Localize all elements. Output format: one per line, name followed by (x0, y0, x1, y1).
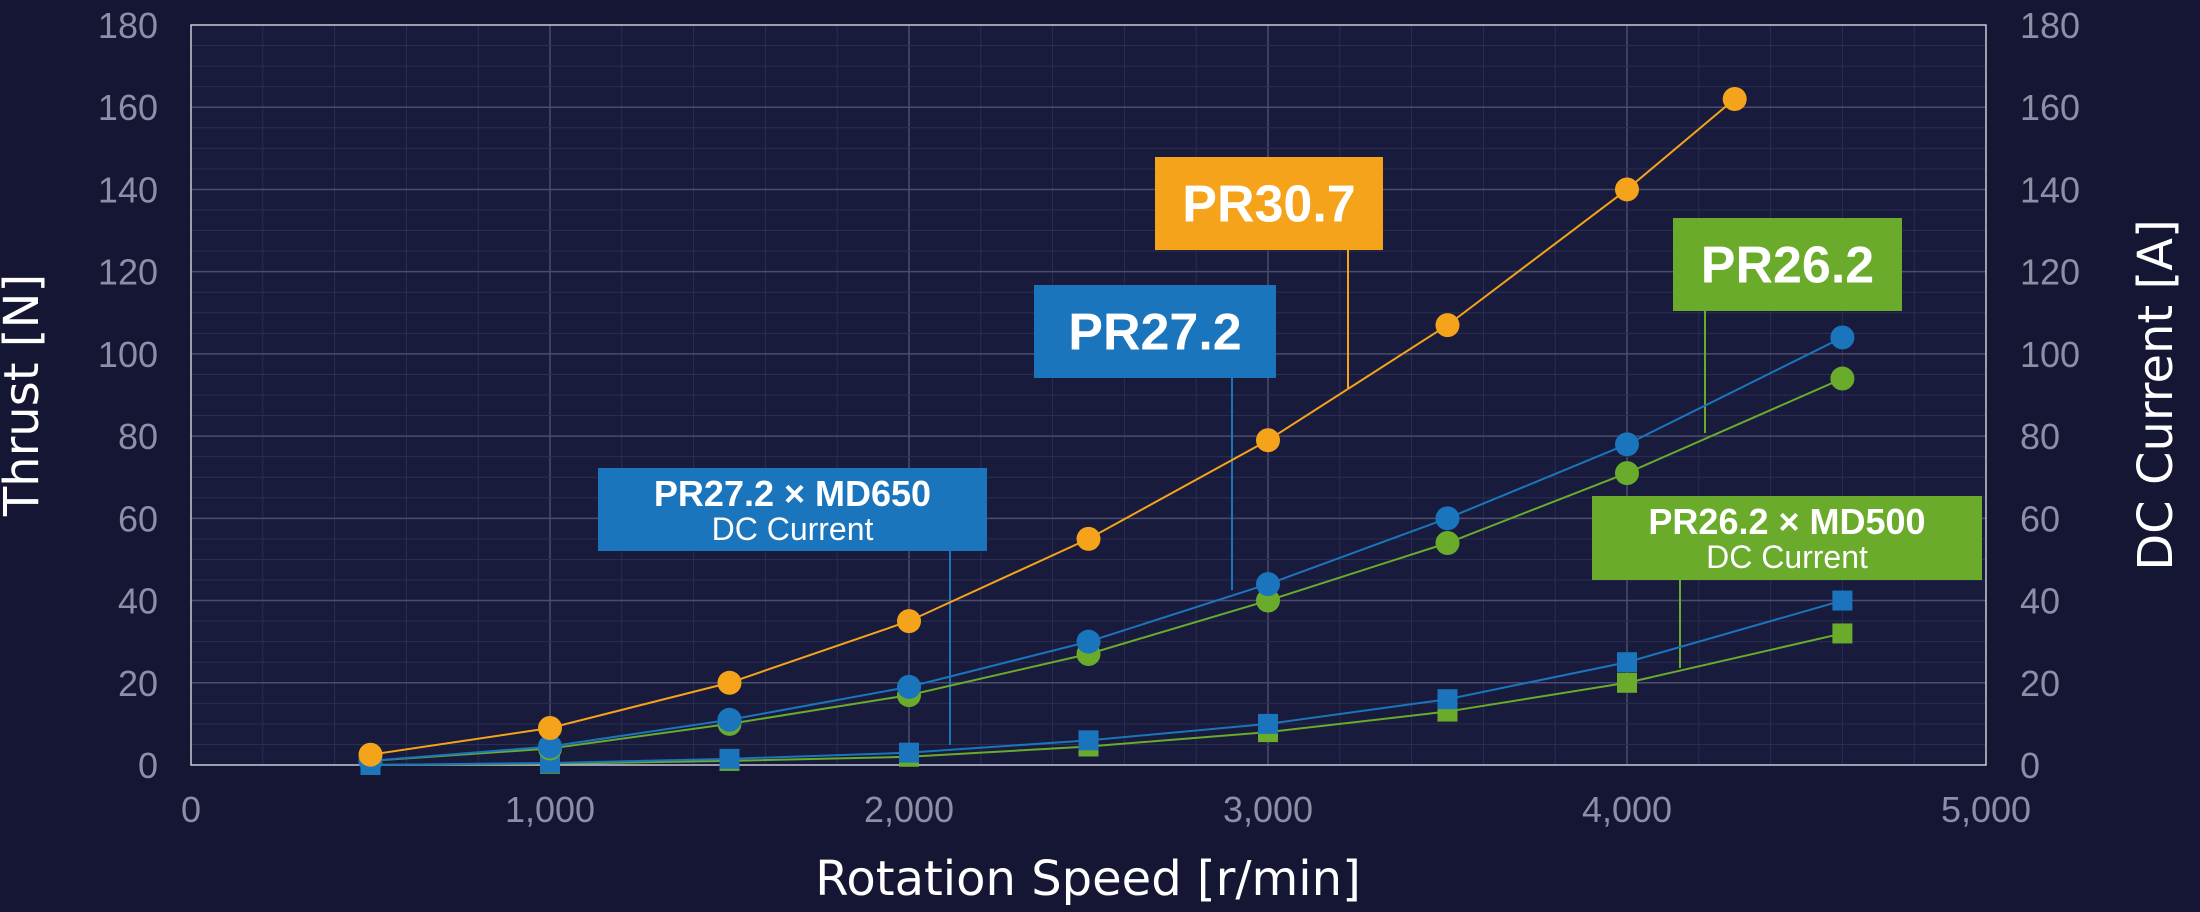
y-tick-label-right: 0 (2020, 745, 2040, 786)
data-point (1722, 87, 1747, 111)
callout-1: PR27.2 (1034, 285, 1276, 378)
data-point (897, 609, 921, 634)
y-tick-label-left: 180 (98, 5, 158, 46)
data-point (717, 670, 742, 695)
callout-label: PR26.2 (1701, 237, 1874, 295)
data-point (1617, 652, 1637, 673)
y2-axis-title: DC Current [A] (2128, 219, 2184, 571)
x-tick-label: 4,000 (1582, 789, 1672, 830)
data-point (1435, 313, 1460, 338)
data-point (717, 707, 742, 732)
series-0 (358, 87, 1747, 767)
data-point (1830, 366, 1855, 391)
data-point (1615, 461, 1639, 486)
callout-label: PR27.2 (1068, 304, 1241, 362)
callout-0: PR30.7 (1155, 157, 1383, 250)
y-tick-label-left: 80 (118, 416, 158, 457)
data-point (1076, 526, 1101, 551)
x-tick-label: 1,000 (505, 789, 595, 830)
y-tick-label-left: 100 (98, 334, 158, 375)
callout-sublabel: DC Current (712, 511, 874, 547)
data-point (1256, 588, 1280, 613)
data-point (1256, 428, 1280, 453)
y-tick-label-left: 20 (118, 663, 158, 704)
data-point (1435, 506, 1460, 531)
x-axis-title: Rotation Speed [r/min] (815, 851, 1361, 907)
callout-box (1034, 285, 1276, 378)
y-tick-label-right: 40 (2020, 581, 2060, 622)
data-point (897, 674, 921, 699)
y-tick-label-right: 140 (2020, 169, 2080, 210)
y-tick-label-left: 120 (98, 252, 158, 293)
y-tick-label-right: 60 (2020, 498, 2060, 539)
callout-2: PR26.2 (1673, 218, 1902, 311)
y-tick-label-right: 180 (2020, 5, 2080, 46)
y-tick-label-left: 60 (118, 498, 158, 539)
callout-label: PR30.7 (1182, 176, 1355, 234)
x-tick-label: 5,000 (1941, 789, 2031, 830)
y-tick-label-left: 0 (138, 745, 158, 786)
data-point (1615, 177, 1639, 202)
data-point (1832, 590, 1853, 611)
y-axis-title: Thrust [N] (0, 274, 50, 517)
y-tick-label-left: 40 (118, 581, 158, 622)
callout-box (598, 468, 987, 551)
y-tick-label-left: 140 (98, 169, 158, 210)
data-point (358, 742, 383, 767)
data-point (899, 742, 919, 763)
y-tick-label-right: 120 (2020, 252, 2080, 293)
data-point (719, 748, 740, 769)
data-point (538, 716, 562, 740)
x-tick-label: 0 (181, 789, 201, 830)
callout-label: PR26.2 × MD500 (1648, 501, 1925, 542)
data-point (1437, 689, 1458, 710)
data-point (1830, 325, 1855, 350)
plot-border (190, 24, 1987, 766)
data-point (1258, 713, 1278, 734)
data-point (1078, 730, 1099, 751)
callout-sublabel: DC Current (1706, 539, 1868, 575)
data-point (1256, 572, 1280, 597)
series-1 (358, 325, 1855, 773)
callout-box (1592, 496, 1982, 580)
y-tick-label-right: 20 (2020, 663, 2060, 704)
data-point (1435, 531, 1460, 555)
data-point (1076, 629, 1101, 654)
callout-box (1155, 157, 1383, 250)
x-tick-label: 3,000 (1223, 789, 1313, 830)
y-tick-label-left: 160 (98, 87, 158, 128)
callout-box (1673, 218, 1902, 311)
y-tick-label-right: 100 (2020, 334, 2080, 375)
x-tick-label: 2,000 (864, 789, 954, 830)
data-point (1832, 623, 1853, 644)
y-tick-label-right: 80 (2020, 416, 2060, 457)
callout-leaders (949, 250, 1706, 745)
data-point (538, 734, 562, 759)
series-layer (358, 87, 1855, 775)
callout-label: PR27.2 × MD650 (654, 473, 931, 514)
data-point (1615, 432, 1639, 457)
y-tick-label-right: 160 (2020, 87, 2080, 128)
data-point (1617, 672, 1637, 693)
